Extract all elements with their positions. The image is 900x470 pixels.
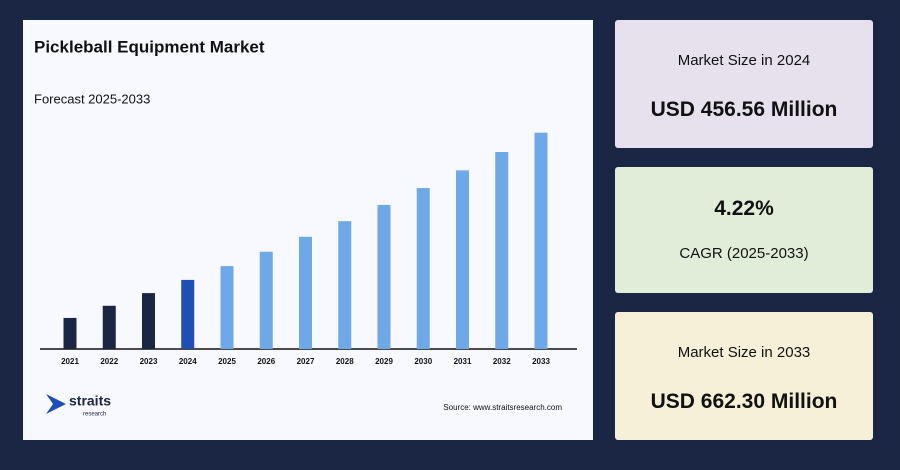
chart-panel: Pickleball Equipment Market Forecast 202… [23, 20, 593, 440]
bar [534, 132, 548, 349]
x-tick-label: 2026 [257, 357, 275, 366]
x-tick-label: 2027 [297, 357, 315, 366]
x-tick-label: 2032 [493, 357, 511, 366]
bar [456, 170, 469, 349]
bar [495, 151, 509, 349]
bar [259, 251, 273, 349]
bar [220, 266, 234, 349]
x-tick-label: 2025 [218, 357, 236, 366]
logo-icon [46, 394, 66, 414]
card-label: CAGR (2025-2033) [679, 245, 809, 262]
x-tick-label: 2023 [140, 357, 158, 366]
card-value: USD 662.30 Million [650, 390, 838, 413]
card: Market Size in 2033 USD 662.30 Million [615, 312, 873, 440]
x-tick-label: 2024 [179, 357, 197, 366]
bar [142, 293, 155, 349]
card-value: USD 456.56 Million [650, 98, 838, 121]
x-tick-label: 2030 [414, 357, 432, 366]
bar [299, 236, 312, 349]
logo-sub: research [83, 412, 106, 418]
chart-title: Pickleball Equipment Market [34, 37, 265, 56]
card-value: 4.22% [714, 197, 774, 220]
bar [338, 221, 352, 349]
card: 4.22% CAGR (2025-2033) [615, 167, 873, 293]
card-label: Market Size in 2024 [677, 52, 811, 69]
chart: Pickleball Equipment Market Forecast 202… [34, 37, 577, 418]
x-tick-label: 2022 [100, 357, 118, 366]
bar [102, 305, 116, 349]
bar [63, 317, 77, 349]
chart-subtitle: Forecast 2025-2033 [34, 91, 150, 106]
card: Market Size in 2024 USD 456.56 Million [615, 20, 873, 148]
x-tick-label: 2031 [454, 357, 472, 366]
bar [377, 204, 391, 349]
x-tick-label: 2033 [532, 357, 550, 366]
x-tick-label: 2028 [336, 357, 354, 366]
logo-name: straits [69, 393, 111, 409]
x-tick-label: 2029 [375, 357, 393, 366]
x-tick-label: 2021 [61, 357, 79, 366]
source: Source: www.straitsresearch.com [443, 403, 562, 412]
card-label: Market Size in 2033 [677, 344, 811, 361]
bar [181, 279, 195, 349]
bar [416, 188, 430, 349]
